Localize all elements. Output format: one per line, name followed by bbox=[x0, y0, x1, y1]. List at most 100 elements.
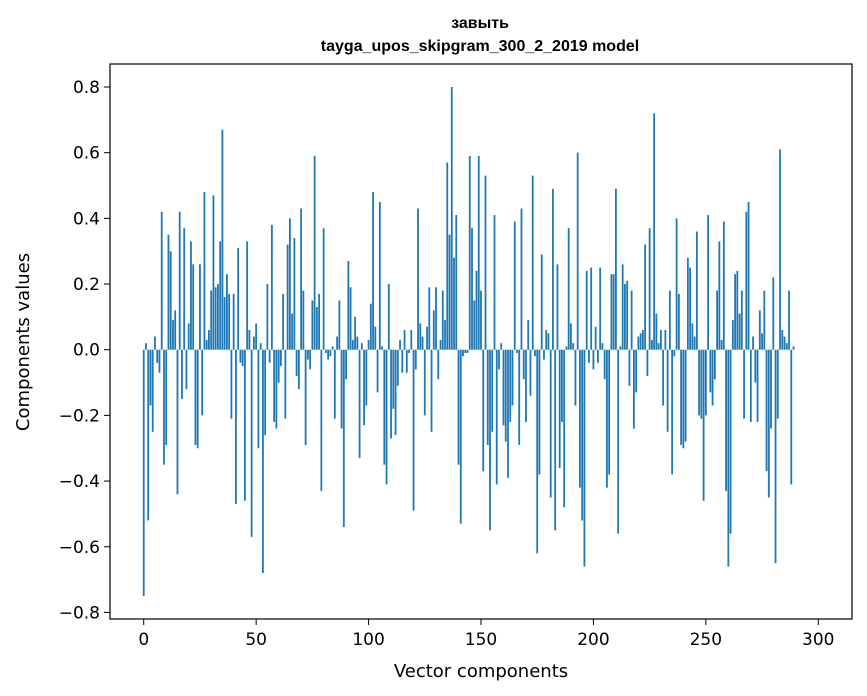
bar-147 bbox=[473, 300, 476, 350]
y-tick-label: 0.6 bbox=[73, 144, 100, 164]
x-tick-label: 100 bbox=[352, 630, 384, 650]
bar-2 bbox=[147, 349, 150, 521]
bar-181 bbox=[549, 349, 552, 498]
bar-4 bbox=[151, 349, 154, 432]
bar-94 bbox=[354, 316, 356, 350]
bar-134 bbox=[444, 320, 446, 350]
bar-197 bbox=[585, 270, 588, 350]
y-tick-label: 0.2 bbox=[73, 275, 100, 295]
bar-256 bbox=[718, 241, 721, 350]
bar-89 bbox=[342, 349, 345, 528]
bar-50 bbox=[255, 323, 258, 350]
bar-192 bbox=[574, 349, 577, 406]
bar-199 bbox=[590, 267, 593, 350]
bar-277 bbox=[765, 349, 768, 472]
bar-169 bbox=[522, 349, 525, 380]
y-axis-label: Components values bbox=[13, 253, 34, 431]
bar-248 bbox=[700, 349, 703, 419]
bar-212 bbox=[619, 346, 622, 350]
x-axis-ticks: 0 50 100 150 200 250 300 bbox=[138, 619, 834, 650]
bar-52 bbox=[259, 343, 262, 350]
bar-208 bbox=[610, 274, 613, 350]
bar-68 bbox=[295, 349, 298, 376]
bar-158 bbox=[498, 349, 500, 370]
bar-51 bbox=[257, 349, 260, 449]
bar-201 bbox=[594, 326, 597, 350]
bar-79 bbox=[320, 349, 323, 491]
bar-87 bbox=[338, 300, 341, 350]
y-tick-label: −0.6 bbox=[59, 538, 100, 558]
bar-37 bbox=[226, 274, 228, 350]
bar-59 bbox=[275, 349, 278, 429]
bar-250 bbox=[704, 349, 707, 416]
bar-131 bbox=[437, 349, 440, 380]
bar-97 bbox=[360, 343, 363, 350]
bar-14 bbox=[174, 310, 177, 350]
bar-258 bbox=[722, 221, 725, 350]
y-tick-label: −0.2 bbox=[59, 406, 100, 426]
bar-195 bbox=[581, 349, 584, 521]
bar-189 bbox=[567, 228, 570, 350]
bar-247 bbox=[698, 349, 700, 416]
bar-29 bbox=[208, 330, 210, 350]
bar-75 bbox=[311, 300, 314, 350]
bar-100 bbox=[367, 339, 370, 350]
bar-215 bbox=[626, 280, 629, 350]
bar-110 bbox=[390, 349, 392, 439]
bar-270 bbox=[749, 349, 752, 422]
bar-53 bbox=[262, 349, 264, 574]
bar-190 bbox=[570, 323, 572, 350]
bar-155 bbox=[491, 349, 494, 432]
bar-183 bbox=[554, 349, 557, 531]
bar-99 bbox=[365, 349, 368, 406]
bar-274 bbox=[758, 310, 761, 350]
bar-268 bbox=[745, 211, 748, 350]
bar-115 bbox=[401, 349, 404, 373]
bar-232 bbox=[664, 330, 667, 350]
bar-204 bbox=[601, 343, 604, 350]
bar-137 bbox=[450, 86, 453, 350]
bar-127 bbox=[428, 287, 431, 350]
bar-146 bbox=[471, 228, 473, 350]
bar-104 bbox=[376, 349, 379, 393]
bar-230 bbox=[659, 330, 662, 350]
bar-45 bbox=[244, 349, 246, 501]
bar-187 bbox=[563, 349, 566, 508]
bar-278 bbox=[767, 349, 770, 498]
bar-152 bbox=[484, 175, 487, 350]
bar-280 bbox=[772, 277, 775, 350]
bar-203 bbox=[599, 267, 602, 350]
bar-70 bbox=[300, 208, 303, 350]
x-tick-label: 50 bbox=[245, 630, 267, 650]
bar-272 bbox=[754, 349, 757, 383]
bar-221 bbox=[639, 333, 642, 350]
bar-283 bbox=[779, 149, 781, 350]
bar-224 bbox=[646, 349, 649, 376]
bar-289 bbox=[792, 346, 795, 350]
bar-249 bbox=[702, 349, 705, 501]
bar-1 bbox=[145, 343, 147, 350]
bar-216 bbox=[628, 349, 631, 386]
bar-69 bbox=[297, 349, 300, 390]
bar-107 bbox=[383, 349, 386, 465]
bar-145 bbox=[468, 155, 471, 350]
bar-251 bbox=[707, 215, 709, 350]
bar-123 bbox=[419, 323, 422, 350]
bar-96 bbox=[358, 349, 361, 459]
bar-101 bbox=[369, 303, 372, 350]
bar-267 bbox=[743, 349, 745, 419]
bar-91 bbox=[347, 261, 350, 350]
bar-143 bbox=[464, 349, 467, 353]
bar-12 bbox=[169, 251, 172, 350]
bar-85 bbox=[333, 349, 336, 419]
bar-168 bbox=[520, 208, 523, 350]
bar-49 bbox=[253, 336, 255, 350]
y-axis-ticks: −0.8 −0.6 −0.4 −0.2 0.0 0.2 0.4 0.6 0.8 bbox=[59, 78, 110, 623]
bar-118 bbox=[408, 349, 410, 353]
bar-48 bbox=[250, 349, 253, 537]
bar-106 bbox=[381, 346, 383, 350]
bar-264 bbox=[736, 270, 739, 350]
x-axis-label: Vector components bbox=[394, 661, 568, 682]
bar-229 bbox=[657, 343, 660, 350]
bar-26 bbox=[201, 349, 204, 416]
